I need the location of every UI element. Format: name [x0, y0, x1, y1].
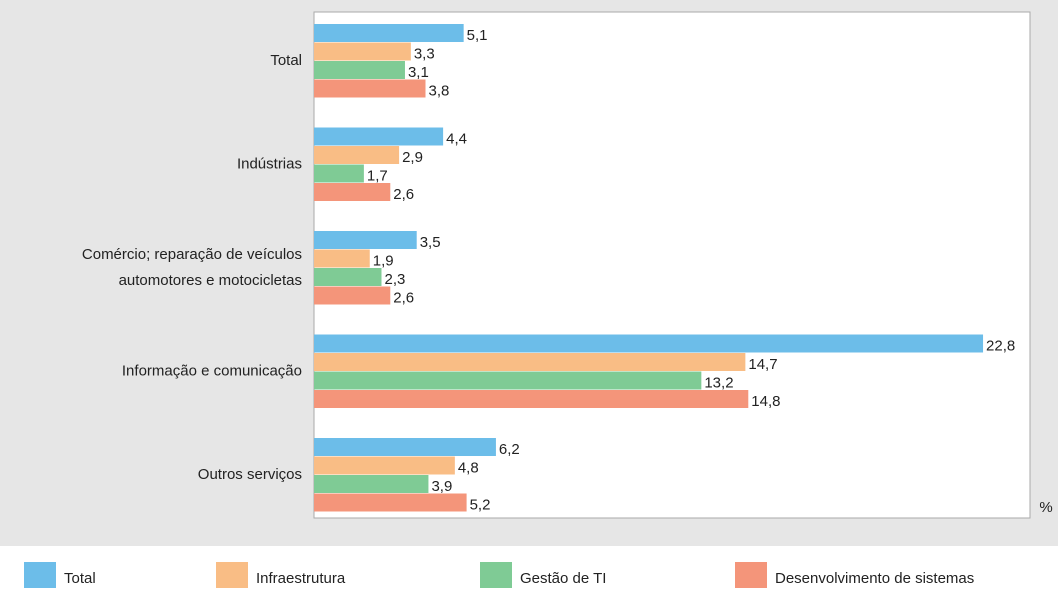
- y-tick-label: Outros serviços: [198, 466, 302, 483]
- value-label: 4,4: [446, 130, 467, 147]
- bar: [314, 286, 391, 305]
- bar: [314, 475, 429, 493]
- value-label: 3,9: [431, 478, 452, 495]
- value-label: 3,8: [429, 82, 450, 99]
- value-label: 3,1: [408, 64, 429, 81]
- legend-swatch: [480, 562, 512, 588]
- legend-label: Gestão de TI: [520, 570, 606, 587]
- value-label: 2,3: [384, 271, 405, 288]
- bar: [314, 390, 749, 408]
- bar: [314, 249, 370, 268]
- bar: [314, 127, 444, 146]
- bar: [314, 438, 496, 456]
- plot-area: [313, 11, 1031, 519]
- bar: [314, 79, 426, 98]
- value-label: 5,1: [467, 27, 488, 44]
- unit-label: %: [1039, 499, 1052, 516]
- bar: [314, 353, 746, 371]
- value-label: 3,3: [414, 45, 435, 62]
- bar: [314, 268, 382, 286]
- y-tick-label: Comércio; reparação de veículos automotor…: [82, 246, 302, 289]
- legend-label: Desenvolvimento de sistemas: [775, 570, 974, 587]
- value-label: 1,7: [367, 167, 388, 184]
- bar: [314, 456, 455, 475]
- y-tick-label: Informação e comunicação: [122, 362, 302, 379]
- legend-swatch: [24, 562, 56, 588]
- bar: [314, 164, 364, 183]
- value-label: 22,8: [986, 337, 1015, 354]
- value-label: 2,6: [393, 289, 414, 306]
- bar: [314, 231, 417, 249]
- value-label: 5,2: [470, 496, 491, 513]
- value-label: 14,8: [751, 393, 780, 410]
- bar: [314, 371, 702, 390]
- legend-swatch: [735, 562, 767, 588]
- legend-label: Total: [64, 570, 96, 587]
- legend-label: Infraestrutura: [256, 570, 346, 587]
- value-label: 14,7: [748, 356, 777, 373]
- bar: [314, 183, 391, 201]
- value-label: 2,6: [393, 186, 414, 203]
- value-label: 6,2: [499, 441, 520, 458]
- bar: [314, 61, 405, 79]
- legend-swatch: [216, 562, 248, 588]
- y-tick-label: Total: [270, 52, 302, 69]
- value-label: 2,9: [402, 149, 423, 166]
- value-label: 13,2: [704, 374, 733, 391]
- bar: [314, 42, 411, 61]
- bar: [314, 493, 467, 512]
- value-label: 1,9: [373, 252, 394, 269]
- value-label: 3,5: [420, 234, 441, 251]
- y-tick-label: Indústrias: [237, 155, 302, 172]
- bar: [314, 146, 400, 164]
- value-label: 4,8: [458, 459, 479, 476]
- bar: [314, 334, 984, 353]
- bar: [314, 24, 464, 42]
